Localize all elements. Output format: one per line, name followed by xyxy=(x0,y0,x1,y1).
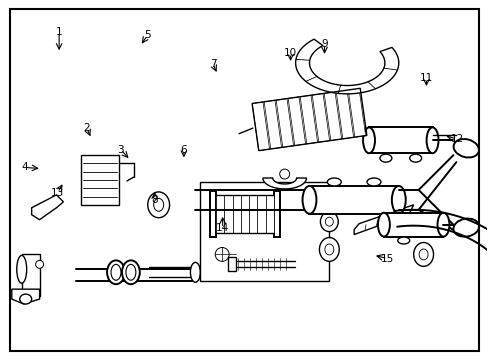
Text: 15: 15 xyxy=(380,253,393,264)
Polygon shape xyxy=(368,127,432,153)
Bar xyxy=(232,195,241,233)
Text: 1: 1 xyxy=(56,27,62,37)
Text: 9: 9 xyxy=(321,39,327,49)
Ellipse shape xyxy=(391,186,405,214)
Ellipse shape xyxy=(437,213,448,237)
Ellipse shape xyxy=(111,264,121,280)
Polygon shape xyxy=(295,39,398,94)
Bar xyxy=(324,92,341,140)
FancyArrowPatch shape xyxy=(239,128,252,134)
Bar xyxy=(252,88,366,150)
Polygon shape xyxy=(353,205,413,235)
Ellipse shape xyxy=(215,247,229,261)
Ellipse shape xyxy=(302,186,316,214)
Polygon shape xyxy=(273,191,279,237)
Ellipse shape xyxy=(279,169,289,179)
Ellipse shape xyxy=(326,178,341,186)
Ellipse shape xyxy=(17,255,27,283)
Text: 6: 6 xyxy=(180,145,187,155)
Ellipse shape xyxy=(397,237,409,244)
Text: 13: 13 xyxy=(51,188,64,198)
Text: 10: 10 xyxy=(284,48,297,58)
Bar xyxy=(248,195,257,233)
Bar xyxy=(265,195,273,233)
Ellipse shape xyxy=(224,212,255,231)
Bar xyxy=(300,95,317,144)
Bar xyxy=(336,90,353,139)
Bar xyxy=(257,195,265,233)
Ellipse shape xyxy=(413,243,433,266)
Bar xyxy=(252,102,269,150)
Ellipse shape xyxy=(190,262,200,282)
Polygon shape xyxy=(12,289,40,304)
Ellipse shape xyxy=(232,217,247,227)
Text: 7: 7 xyxy=(209,59,216,69)
Polygon shape xyxy=(21,255,40,296)
Bar xyxy=(287,97,305,145)
Text: 8: 8 xyxy=(151,195,158,204)
Bar xyxy=(200,182,328,281)
Bar xyxy=(241,195,248,233)
Text: 3: 3 xyxy=(117,145,124,155)
Ellipse shape xyxy=(153,198,163,211)
Ellipse shape xyxy=(20,294,32,304)
Ellipse shape xyxy=(324,244,333,255)
Text: 12: 12 xyxy=(449,134,463,144)
Polygon shape xyxy=(263,178,306,189)
Text: 2: 2 xyxy=(83,123,90,133)
Ellipse shape xyxy=(107,260,124,284)
Ellipse shape xyxy=(379,154,391,162)
Text: 14: 14 xyxy=(216,223,229,233)
Ellipse shape xyxy=(126,264,136,280)
Bar xyxy=(224,195,232,233)
Polygon shape xyxy=(32,195,63,220)
Text: 5: 5 xyxy=(144,30,150,40)
Bar xyxy=(276,99,293,147)
Bar xyxy=(311,94,329,142)
Ellipse shape xyxy=(366,178,380,186)
Polygon shape xyxy=(309,186,398,214)
Ellipse shape xyxy=(362,127,374,153)
Ellipse shape xyxy=(418,249,427,260)
Ellipse shape xyxy=(147,192,169,218)
Ellipse shape xyxy=(319,238,339,261)
Ellipse shape xyxy=(377,213,389,237)
Text: 11: 11 xyxy=(419,73,432,83)
Ellipse shape xyxy=(426,127,438,153)
Bar xyxy=(347,89,365,137)
Ellipse shape xyxy=(452,219,478,237)
Ellipse shape xyxy=(409,154,421,162)
Text: 4: 4 xyxy=(22,162,28,172)
Polygon shape xyxy=(81,155,119,205)
Polygon shape xyxy=(210,191,216,237)
Polygon shape xyxy=(383,213,443,237)
Ellipse shape xyxy=(122,260,140,284)
Ellipse shape xyxy=(325,217,333,226)
Ellipse shape xyxy=(453,139,478,157)
Ellipse shape xyxy=(36,260,43,268)
Polygon shape xyxy=(228,257,236,271)
Ellipse shape xyxy=(320,212,338,231)
Bar xyxy=(264,100,281,149)
Bar xyxy=(216,195,224,233)
